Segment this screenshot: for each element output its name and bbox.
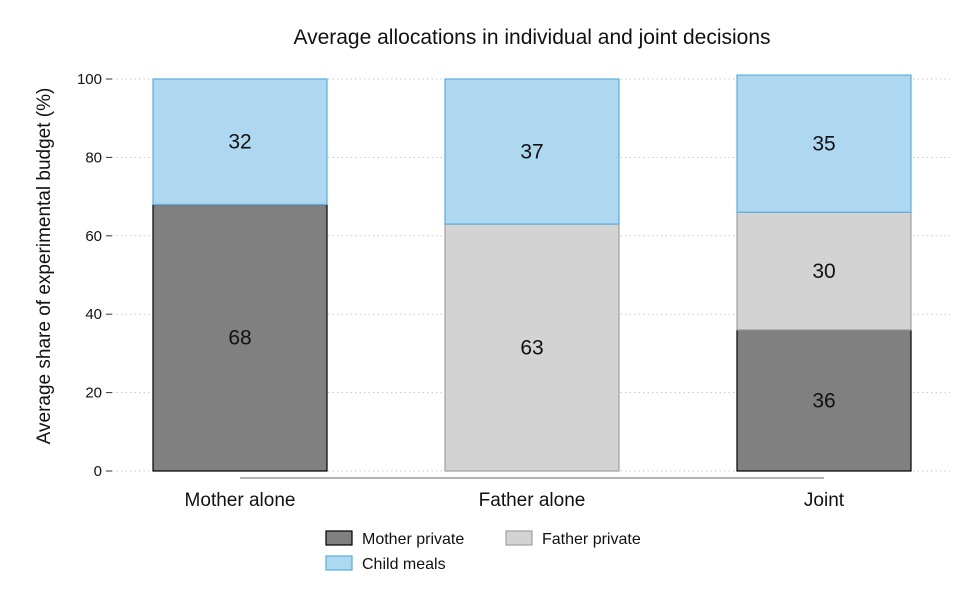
legend-swatch [505,530,533,546]
y-tick-label: 60 [85,228,102,245]
bar-segment [736,329,912,472]
bar-segment [736,211,912,331]
y-tick-label: 100 [77,71,102,88]
x-tick-label: Father alone [479,490,586,511]
chart-title: Average allocations in individual and jo… [293,26,770,49]
bars: 68 32 63 37 36 30 35 [152,74,912,472]
y-tick-label: 80 [85,149,102,166]
bar-segment [152,203,328,472]
data-label: 36 [812,389,835,412]
x-tick-label: Joint [804,490,845,511]
legend-label: Father private [542,531,641,548]
legend-label: Mother private [362,531,464,548]
y-axis-label: Average share of experimental budget (%) [34,88,55,445]
data-label: 63 [520,337,543,360]
legend-swatch [325,555,353,571]
data-label: 30 [812,260,835,283]
x-axis: Mother alone Father alone Joint [185,477,845,511]
y-tick-label: 20 [85,385,102,402]
y-axis: 0 20 40 60 80 100 [77,71,112,480]
bar-segment [444,78,620,225]
data-label: 32 [228,131,251,154]
bar-segment [152,78,328,206]
y-tick-label: 40 [85,306,102,323]
data-label: 35 [812,133,835,156]
y-tick-label: 0 [94,463,102,480]
data-label: 68 [228,327,251,350]
bar-segment [736,74,912,213]
legend-swatch [325,530,353,546]
x-tick-label: Mother alone [185,490,296,511]
legend: Mother private Father private Child meals [325,530,641,573]
legend-label: Child meals [362,556,446,573]
data-label: 37 [520,141,543,164]
